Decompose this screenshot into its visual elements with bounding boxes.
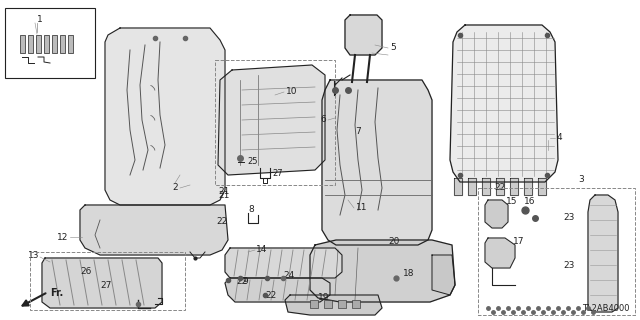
Polygon shape (510, 178, 518, 195)
Polygon shape (468, 178, 476, 195)
Polygon shape (485, 200, 508, 228)
Bar (478, 188, 635, 315)
Text: 22: 22 (236, 276, 247, 285)
Bar (30, 252, 185, 310)
Polygon shape (218, 65, 325, 175)
Text: 14: 14 (256, 245, 268, 254)
Text: 22: 22 (265, 292, 276, 300)
Text: 20: 20 (388, 237, 399, 246)
Text: 6: 6 (320, 116, 326, 124)
Polygon shape (496, 178, 504, 195)
Polygon shape (485, 238, 515, 268)
Text: 21: 21 (218, 188, 229, 196)
Text: 24: 24 (283, 271, 294, 281)
Text: 2: 2 (172, 183, 178, 193)
Text: 15: 15 (506, 197, 518, 206)
Text: 11: 11 (356, 204, 367, 212)
Bar (215, 60, 335, 185)
Polygon shape (588, 195, 618, 312)
Polygon shape (285, 295, 382, 315)
Bar (52, 35, 57, 53)
Polygon shape (80, 205, 228, 255)
Polygon shape (225, 278, 330, 302)
Text: 22: 22 (494, 183, 505, 193)
Text: TL2AB4000: TL2AB4000 (582, 304, 630, 313)
Text: 5: 5 (390, 44, 396, 52)
Text: 13: 13 (28, 251, 40, 260)
Text: 1: 1 (37, 15, 43, 25)
Bar (20, 35, 25, 53)
Polygon shape (310, 240, 455, 302)
Text: 7: 7 (355, 127, 361, 137)
Polygon shape (225, 248, 342, 278)
Text: 16: 16 (524, 197, 536, 206)
Polygon shape (538, 178, 546, 195)
Polygon shape (524, 178, 532, 195)
Text: 23: 23 (563, 213, 574, 222)
Text: 26: 26 (80, 268, 92, 276)
Bar (310, 300, 318, 308)
Text: 9: 9 (242, 276, 248, 285)
Text: 27: 27 (100, 281, 111, 290)
Text: 23: 23 (563, 260, 574, 269)
Text: 4: 4 (557, 133, 563, 142)
Text: 27: 27 (272, 169, 283, 178)
Bar (28, 35, 33, 53)
Bar (5, 8, 95, 78)
Text: 12: 12 (56, 233, 68, 242)
Text: 18: 18 (403, 269, 415, 278)
Text: 10: 10 (286, 87, 298, 97)
Text: Fr.: Fr. (50, 288, 63, 298)
Bar (338, 300, 346, 308)
Text: 22: 22 (216, 218, 227, 227)
Polygon shape (105, 28, 225, 205)
Text: 8: 8 (248, 205, 253, 214)
Polygon shape (322, 80, 432, 245)
Polygon shape (42, 258, 162, 308)
Bar (44, 35, 49, 53)
Text: 19: 19 (318, 293, 330, 302)
Text: 25: 25 (247, 157, 257, 166)
Bar (36, 35, 41, 53)
Text: 3: 3 (578, 175, 584, 185)
Polygon shape (345, 15, 382, 55)
Text: 17: 17 (513, 237, 525, 246)
Polygon shape (432, 255, 455, 295)
Polygon shape (482, 178, 490, 195)
Text: 21: 21 (218, 191, 229, 201)
Bar (60, 35, 65, 53)
Bar (324, 300, 332, 308)
Polygon shape (454, 178, 462, 195)
Bar (352, 300, 360, 308)
Polygon shape (450, 25, 558, 182)
Bar (68, 35, 73, 53)
